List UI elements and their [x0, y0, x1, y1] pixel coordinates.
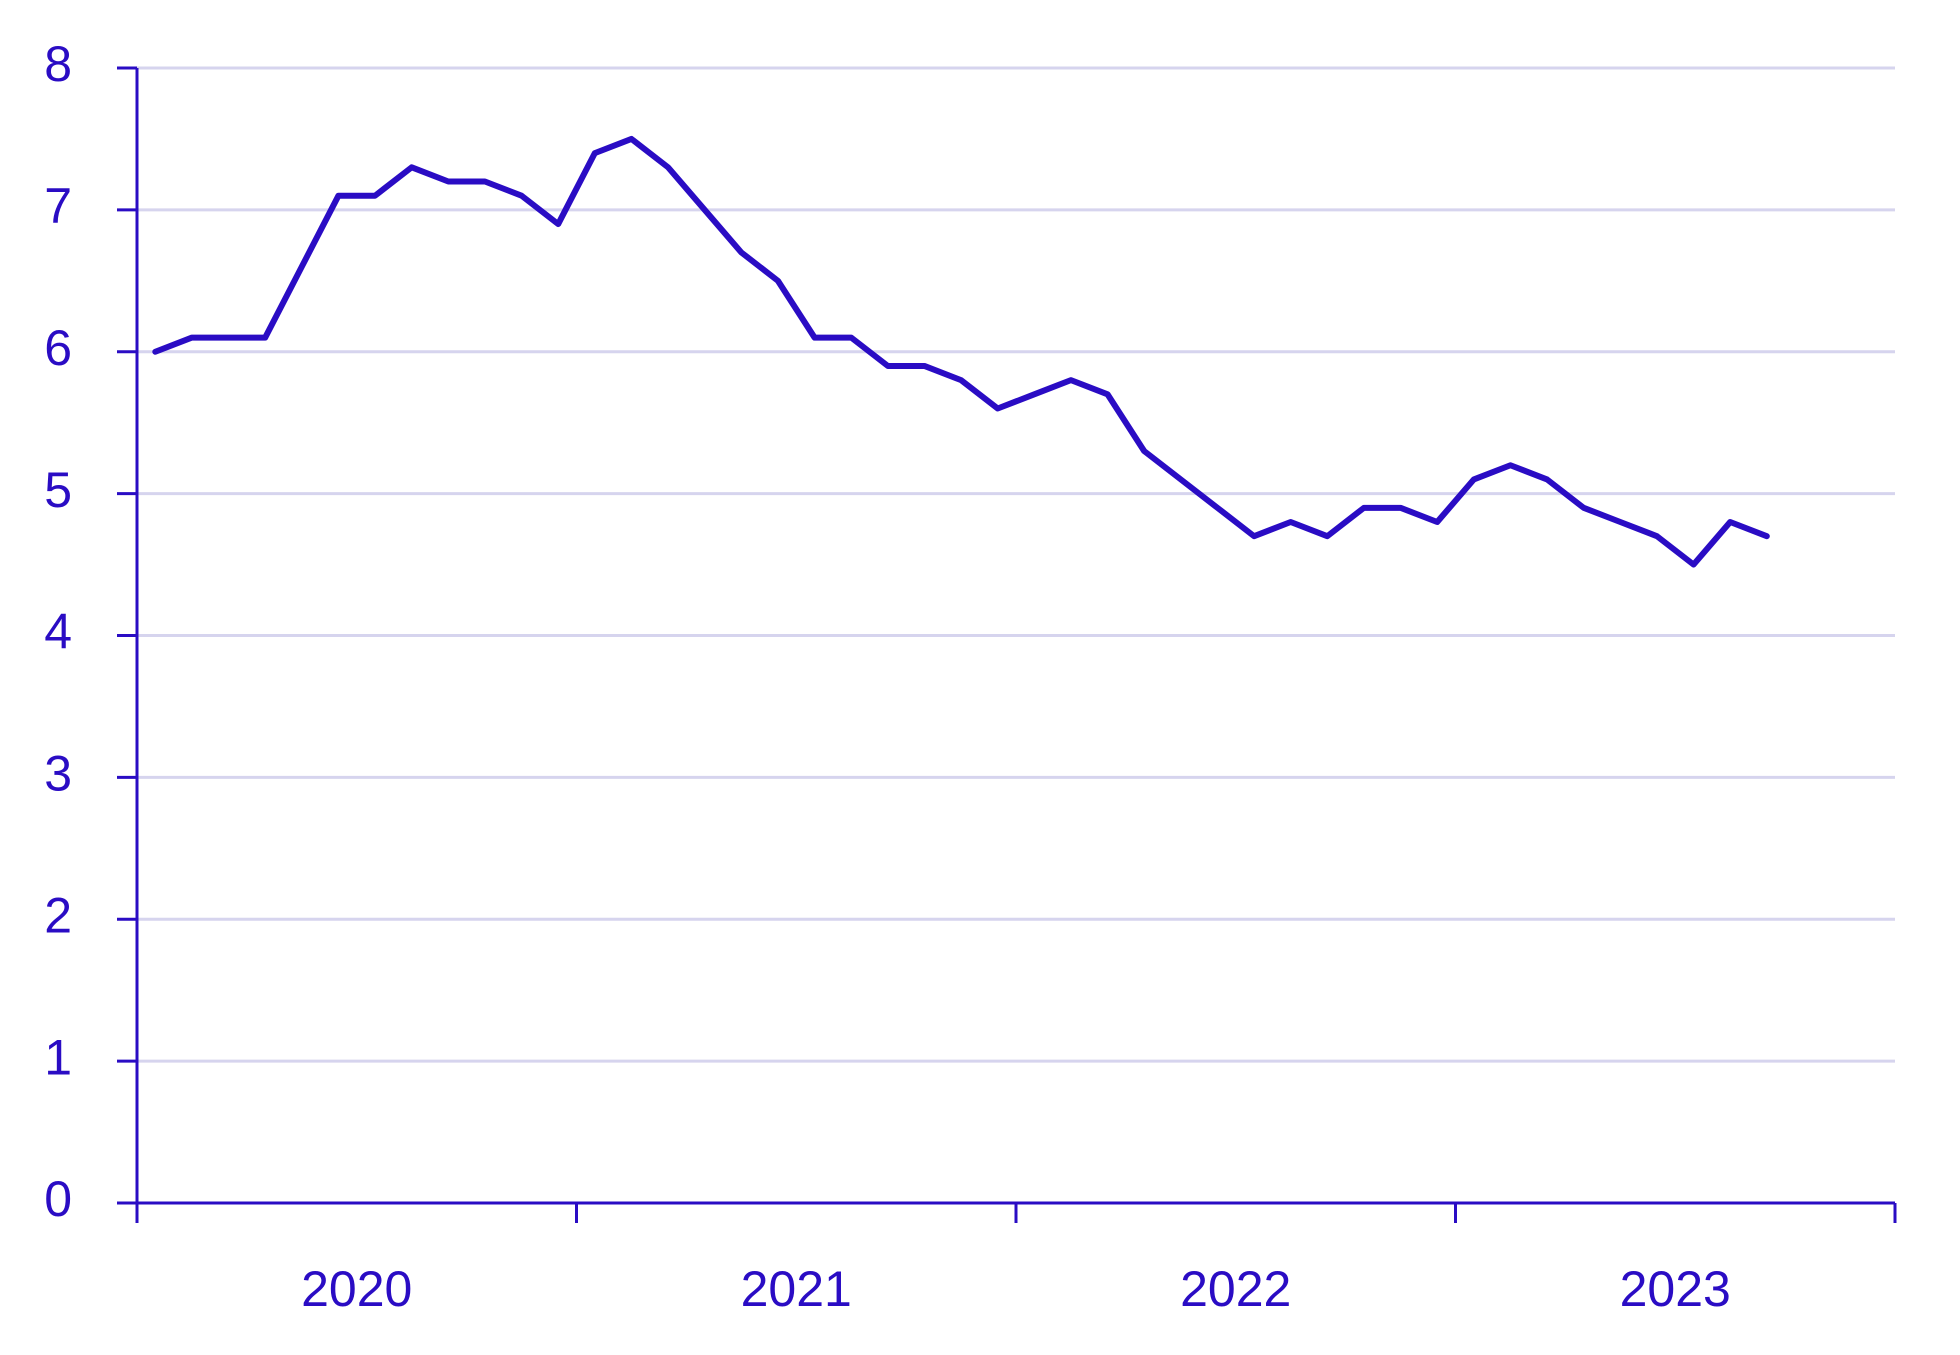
x-tick-label: 2020: [301, 1261, 412, 1317]
y-tick-label: 5: [44, 462, 72, 518]
y-tick-label: 7: [44, 178, 72, 234]
y-tick-label: 2: [44, 887, 72, 943]
y-tick-label: 3: [44, 746, 72, 802]
x-tick-label: 2021: [741, 1261, 852, 1317]
x-tick-label: 2022: [1180, 1261, 1291, 1317]
line-series: [152, 135, 1770, 568]
y-tick-label: 4: [44, 604, 72, 660]
x-tick-label: 2023: [1620, 1261, 1731, 1317]
y-tick-label: 8: [44, 36, 72, 92]
y-tick-label: 6: [44, 320, 72, 376]
y-tick-label: 0: [44, 1171, 72, 1227]
y-tick-label: 1: [44, 1029, 72, 1085]
